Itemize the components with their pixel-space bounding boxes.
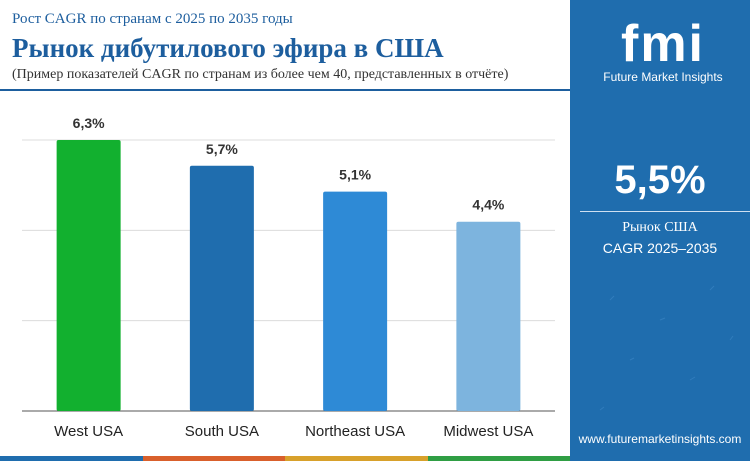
bar-chart: 6,3% West USA 5,7% South USA 5,1% Northeast U… bbox=[22, 115, 555, 440]
chart-kicker: Рост CAGR по странам с 2025 по 2035 годы bbox=[12, 11, 293, 27]
data-label: 5,1% bbox=[339, 167, 371, 183]
data-label: 5,7% bbox=[206, 141, 238, 157]
bar-northeast-usa bbox=[323, 191, 388, 411]
sidebar-pattern bbox=[599, 285, 734, 411]
x-tick-label: South USA bbox=[185, 423, 259, 440]
x-tick-label: Northeast USA bbox=[305, 423, 405, 440]
stat-divider bbox=[580, 211, 750, 212]
bar-south-usa bbox=[189, 165, 254, 411]
headline-cagr-value: 5,5% bbox=[614, 158, 706, 202]
stat-label-market: Рынок США bbox=[622, 220, 698, 235]
chart-area: 6,3% West USA 5,7% South USA 5,1% Northeast U… bbox=[0, 92, 570, 461]
fmi-logo-wordmark: fmi bbox=[621, 15, 705, 73]
data-label: 6,3% bbox=[73, 115, 105, 131]
stat-label-period: CAGR 2025–2035 bbox=[602, 240, 718, 256]
bottom-bar-segment-orange bbox=[142, 456, 285, 461]
chart-title: Рынок дибутилового эфира в США bbox=[12, 33, 444, 63]
header-divider bbox=[0, 89, 570, 91]
bottom-bar-segment-blue bbox=[0, 456, 143, 461]
x-tick-label: West USA bbox=[54, 423, 123, 440]
data-label: 4,4% bbox=[472, 197, 504, 213]
sidebar: fmi Future Market Insights 5,5% Рынок СШ… bbox=[570, 0, 750, 461]
fmi-logo: fmi Future Market Insights bbox=[588, 10, 738, 85]
chart-subtitle: (Пример показателей CAGR по странам из б… bbox=[12, 67, 509, 82]
bottom-bar-segment-green bbox=[427, 456, 570, 461]
website-link[interactable]: www.futuremarketinsights.com bbox=[578, 432, 742, 446]
x-tick-label: Midwest USA bbox=[443, 423, 533, 440]
fmi-logo-subtitle: Future Market Insights bbox=[603, 70, 723, 84]
bar-midwest-usa bbox=[456, 221, 521, 411]
chart-header: Рост CAGR по странам с 2025 по 2035 годы… bbox=[0, 0, 570, 92]
bottom-bar-segment-yellow bbox=[285, 456, 428, 461]
bar-west-usa bbox=[56, 140, 121, 411]
bottom-color-bar bbox=[0, 456, 570, 461]
